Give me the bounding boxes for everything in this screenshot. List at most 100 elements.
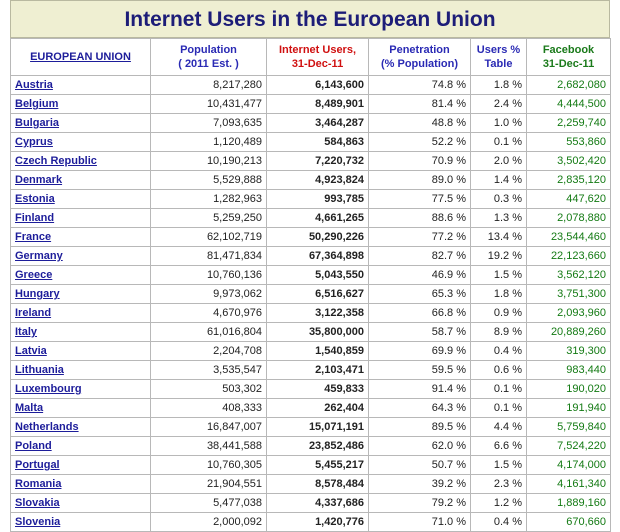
cell: 0.9 % [470, 303, 527, 323]
header-text: Facebook [542, 44, 595, 56]
country-link[interactable]: Latvia [10, 341, 151, 361]
cell: 1.5 % [470, 265, 527, 285]
cell: 50,290,226 [266, 227, 369, 247]
cell: 65.3 % [368, 284, 471, 304]
country-link[interactable]: Slovakia [10, 493, 151, 513]
country-link[interactable]: Italy [10, 322, 151, 342]
country-link[interactable]: Estonia [10, 189, 151, 209]
cell: 2,078,880 [526, 208, 611, 228]
country-link[interactable]: Slovenia [10, 512, 151, 532]
country-row: Bulgaria 7,093,635 3,464,287 48.8 % 1.0 % 2,2… [10, 113, 611, 133]
country-link[interactable]: Portugal [10, 455, 151, 475]
country-link[interactable]: Lithuania [10, 360, 151, 380]
cell: 7,524,220 [526, 436, 611, 456]
country-row: Slovenia 2,000,092 1,420,776 71.0 % 0.4 % 670… [10, 512, 611, 532]
country-link[interactable]: Finland [10, 208, 151, 228]
cell: 4,337,686 [266, 493, 369, 513]
cell: 62.0 % [368, 436, 471, 456]
country-row: Luxembourg 503,302 459,833 91.4 % 0.1 % 190,0… [10, 379, 611, 399]
cell: 6.6 % [470, 436, 527, 456]
cell: 4,923,824 [266, 170, 369, 190]
table-body: Austria 8,217,280 6,143,600 74.8 % 1.8 % 2,68… [10, 75, 611, 532]
cell: 81.4 % [368, 94, 471, 114]
country-row: Belgium 10,431,477 8,489,901 81.4 % 2.4 % 4,4… [10, 94, 611, 114]
column-header: Internet Users, 31-Dec-11 [266, 38, 369, 76]
country-link[interactable]: Romania [10, 474, 151, 494]
cell: 8,217,280 [150, 75, 267, 95]
cell: 8.9 % [470, 322, 527, 342]
country-link[interactable]: Czech Republic [10, 151, 151, 171]
cell: 77.5 % [368, 189, 471, 209]
cell: 0.1 % [470, 398, 527, 418]
cell: 5,529,888 [150, 170, 267, 190]
country-link[interactable]: Germany [10, 246, 151, 266]
country-row: Slovakia 5,477,038 4,337,686 79.2 % 1.2 % 1,8… [10, 493, 611, 513]
country-link[interactable]: Greece [10, 265, 151, 285]
cell: 2,204,708 [150, 341, 267, 361]
column-header[interactable]: EUROPEAN UNION [10, 38, 151, 76]
header-text: Internet Users, [278, 44, 357, 56]
cell: 22,123,660 [526, 246, 611, 266]
header-text: Population [180, 44, 237, 56]
country-row: France 62,102,719 50,290,226 77.2 % 13.4 % 23… [10, 227, 611, 247]
cell: 1.5 % [470, 455, 527, 475]
country-link[interactable]: Hungary [10, 284, 151, 304]
country-link[interactable]: Poland [10, 436, 151, 456]
country-link[interactable]: France [10, 227, 151, 247]
cell: 2,835,120 [526, 170, 611, 190]
cell: 19.2 % [470, 246, 527, 266]
cell: 3,751,300 [526, 284, 611, 304]
cell: 0.3 % [470, 189, 527, 209]
cell: 10,760,305 [150, 455, 267, 475]
country-link[interactable]: Netherlands [10, 417, 151, 437]
country-link[interactable]: Malta [10, 398, 151, 418]
cell: 0.6 % [470, 360, 527, 380]
cell: 3,562,120 [526, 265, 611, 285]
country-row: Lithuania 3,535,547 2,103,471 59.5 % 0.6 % 98… [10, 360, 611, 380]
header-text: 31-Dec-11 [542, 58, 595, 70]
country-link[interactable]: Austria [10, 75, 151, 95]
page-title: Internet Users in the European Union [10, 0, 610, 38]
header-row: EUROPEAN UNION Population ( 2011 Est. ) Int… [10, 38, 611, 76]
cell: 4,444,500 [526, 94, 611, 114]
cell: 0.1 % [470, 379, 527, 399]
cell: 88.6 % [368, 208, 471, 228]
cell: 61,016,804 [150, 322, 267, 342]
cell: 2,682,080 [526, 75, 611, 95]
country-row: Malta 408,333 262,404 64.3 % 0.1 % 191,940 [10, 398, 611, 418]
cell: 5,477,038 [150, 493, 267, 513]
cell: 10,190,213 [150, 151, 267, 171]
cell: 584,863 [266, 132, 369, 152]
cell: 4,174,000 [526, 455, 611, 475]
cell: 4,661,265 [266, 208, 369, 228]
cell: 50.7 % [368, 455, 471, 475]
cell: 70.9 % [368, 151, 471, 171]
header-text[interactable]: EUROPEAN UNION [30, 51, 131, 63]
country-link[interactable]: Bulgaria [10, 113, 151, 133]
country-row: Germany 81,471,834 67,364,898 82.7 % 19.2 % 2… [10, 246, 611, 266]
cell: 5,455,217 [266, 455, 369, 475]
country-row: Ireland 4,670,976 3,122,358 66.8 % 0.9 % 2,09… [10, 303, 611, 323]
cell: 1.0 % [470, 113, 527, 133]
cell: 447,620 [526, 189, 611, 209]
country-link[interactable]: Ireland [10, 303, 151, 323]
cell: 1,540,859 [266, 341, 369, 361]
cell: 79.2 % [368, 493, 471, 513]
cell: 2.0 % [470, 151, 527, 171]
cell: 5,043,550 [266, 265, 369, 285]
country-row: Denmark 5,529,888 4,923,824 89.0 % 1.4 % 2,83… [10, 170, 611, 190]
cell: 69.9 % [368, 341, 471, 361]
cell: 21,904,551 [150, 474, 267, 494]
cell: 319,300 [526, 341, 611, 361]
cell: 3,502,420 [526, 151, 611, 171]
column-header: Facebook 31-Dec-11 [526, 38, 611, 76]
country-row: Cyprus 1,120,489 584,863 52.2 % 0.1 % 553,860 [10, 132, 611, 152]
cell: 6,516,627 [266, 284, 369, 304]
country-link[interactable]: Belgium [10, 94, 151, 114]
header-text: 31-Dec-11 [291, 58, 344, 70]
country-link[interactable]: Denmark [10, 170, 151, 190]
cell: 1,420,776 [266, 512, 369, 532]
country-link[interactable]: Luxembourg [10, 379, 151, 399]
country-link[interactable]: Cyprus [10, 132, 151, 152]
